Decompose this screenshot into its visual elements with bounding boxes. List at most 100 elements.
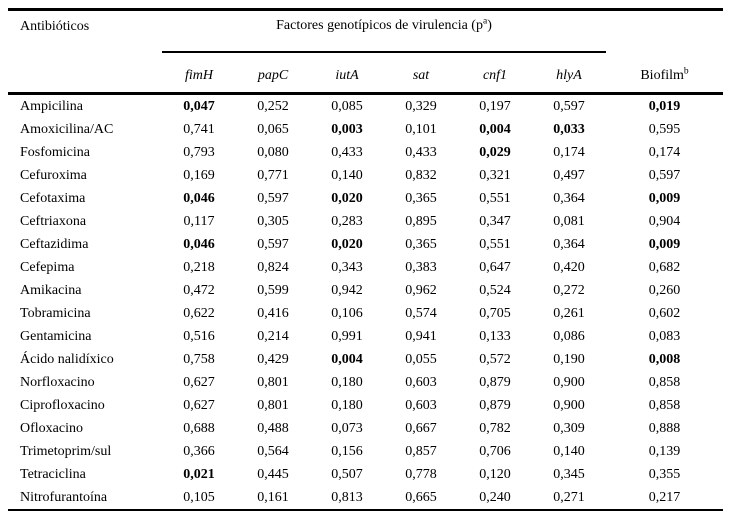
p-value-cell: 0,020 [331,236,363,252]
p-value-cell: 0,174 [648,144,681,160]
p-value-cell: 0,942 [331,282,363,298]
p-value-cell: 0,488 [257,420,289,436]
p-value-cell: 0,472 [183,282,215,298]
p-value-cell: 0,161 [257,489,289,505]
antibiotic-name: Fosfomicina [20,144,90,160]
p-value-cell: 0,083 [648,328,681,344]
p-value-cell: 0,597 [257,190,289,206]
p-value-cell: 0,046 [183,190,215,206]
antibiotic-pvalue-table: Antibióticos Factores genotípicos de vir… [8,8,723,511]
p-value-cell: 0,627 [183,397,215,413]
biofilm-column-header: Biofilmb [606,9,723,95]
table-row: Tetraciclina 0,021 0,445 0,507 0,778 0,120 0,3… [8,463,723,486]
p-value-cell: 0,433 [331,144,363,160]
p-value-cell: 0,895 [405,213,437,229]
p-value-cell: 0,597 [648,167,681,183]
p-value-cell: 0,551 [479,190,511,206]
p-value-cell: 0,117 [183,213,215,229]
p-value-cell: 0,572 [479,351,511,367]
p-value-cell: 0,321 [479,167,511,183]
p-value-cell: 0,029 [479,144,511,160]
p-value-cell: 0,085 [331,98,363,114]
gene-column-header-sat: sat [384,52,458,95]
p-value-cell: 0,420 [553,259,585,275]
gene-column-header-iuta: iutA [310,52,384,95]
gene-subheader-row: fimH papC iutA sat cnf1 hlyA [8,52,723,95]
p-value-cell: 0,156 [331,443,363,459]
p-value-cell: 0,688 [183,420,215,436]
group-header-text: Factores genotípicos de virulencia (p [276,18,483,33]
p-value-cell: 0,758 [183,351,215,367]
p-value-cell: 0,003 [331,121,363,137]
p-value-cell: 0,008 [648,351,681,367]
p-value-cell: 0,962 [405,282,437,298]
antibiotic-name: Norfloxacino [20,374,95,390]
antibiotic-name: Tetraciclina [20,466,86,482]
table-row: Fosfomicina 0,793 0,080 0,433 0,433 0,029 0,17… [8,141,723,164]
p-value-cell: 0,429 [257,351,289,367]
p-value-cell: 0,086 [553,328,585,344]
p-value-cell: 0,665 [405,489,437,505]
p-value-cell: 0,507 [331,466,363,482]
p-value-cell: 0,832 [405,167,437,183]
p-value-cell: 0,433 [405,144,437,160]
p-value-cell: 0,214 [257,328,289,344]
p-value-cell: 0,190 [553,351,585,367]
p-value-cell: 0,019 [648,98,681,114]
p-value-cell: 0,705 [479,305,511,321]
antibiotic-name: Trimetoprim/sul [20,443,112,459]
page: Antibióticos Factores genotípicos de vir… [0,8,731,511]
p-value-cell: 0,602 [648,305,681,321]
p-value-cell: 0,004 [479,121,511,137]
table-row: Ampicilina 0,047 0,252 0,085 0,329 0,197 0,597… [8,94,723,119]
gene-column-header-hlya: hlyA [532,52,606,95]
table-row: Ácido nalidíxico 0,758 0,429 0,004 0,055 0,57… [8,348,723,371]
p-value-cell: 0,329 [405,98,437,114]
p-value-cell: 0,305 [257,213,289,229]
table-row: Gentamicina 0,516 0,214 0,991 0,941 0,133 0,08… [8,325,723,348]
p-value-cell: 0,174 [553,144,585,160]
p-value-cell: 0,020 [331,190,363,206]
p-value-cell: 0,217 [648,489,681,505]
table-row: Norfloxacino 0,627 0,801 0,180 0,603 0,879 0,9… [8,371,723,394]
p-value-cell: 0,551 [479,236,511,252]
p-value-cell: 0,904 [648,213,681,229]
biofilm-header-label: Biofilm [640,68,684,83]
p-value-cell: 0,033 [553,121,585,137]
table-row: Ciprofloxacino 0,627 0,801 0,180 0,603 0,879 0… [8,394,723,417]
p-value-cell: 0,364 [553,236,585,252]
p-value-cell: 0,106 [331,305,363,321]
p-value-cell: 0,347 [479,213,511,229]
p-value-cell: 0,574 [405,305,437,321]
antibiotic-name: Cefotaxima [20,190,86,206]
antibiotics-column-header: Antibióticos [8,9,162,95]
p-value-cell: 0,888 [648,420,681,436]
p-value-cell: 0,771 [257,167,289,183]
group-header-row: Antibióticos Factores genotípicos de vir… [8,9,723,95]
p-value-cell: 0,597 [553,98,585,114]
table-row: Cefotaxima 0,046 0,597 0,020 0,365 0,551 0,364… [8,187,723,210]
p-value-cell: 0,180 [331,374,363,390]
table-row: Amoxicilina/AC 0,741 0,065 0,003 0,101 0,004 0… [8,118,723,141]
p-value-cell: 0,009 [648,190,681,206]
p-value-cell: 0,343 [331,259,363,275]
p-value-cell: 0,021 [183,466,215,482]
p-value-cell: 0,793 [183,144,215,160]
p-value-cell: 0,603 [405,374,437,390]
p-value-cell: 0,627 [183,374,215,390]
p-value-cell: 0,101 [405,121,437,137]
p-value-cell: 0,139 [648,443,681,459]
antibiotic-name: Ceftriaxona [20,213,87,229]
virulence-group-header: Factores genotípicos de virulencia (pa) [162,9,606,53]
p-value-cell: 0,309 [553,420,585,436]
p-value-cell: 0,524 [479,282,511,298]
p-value-cell: 0,778 [405,466,437,482]
p-value-cell: 0,133 [479,328,511,344]
group-header-superscript-a: a [482,16,488,27]
p-value-cell: 0,858 [648,374,681,390]
antibiotic-name: Cefuroxima [20,167,87,183]
p-value-cell: 0,081 [553,213,585,229]
p-value-cell: 0,879 [479,374,511,390]
antibiotic-name: Nitrofurantoína [20,489,108,505]
antibiotic-name: Ofloxacino [20,420,83,436]
